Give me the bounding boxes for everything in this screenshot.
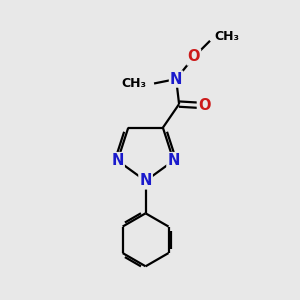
- Text: CH₃: CH₃: [122, 77, 147, 90]
- Text: N: N: [140, 173, 152, 188]
- Text: N: N: [167, 153, 180, 168]
- Text: N: N: [111, 153, 124, 168]
- Text: N: N: [170, 72, 182, 87]
- Text: O: O: [198, 98, 210, 113]
- Text: O: O: [188, 50, 200, 64]
- Text: CH₃: CH₃: [214, 30, 239, 43]
